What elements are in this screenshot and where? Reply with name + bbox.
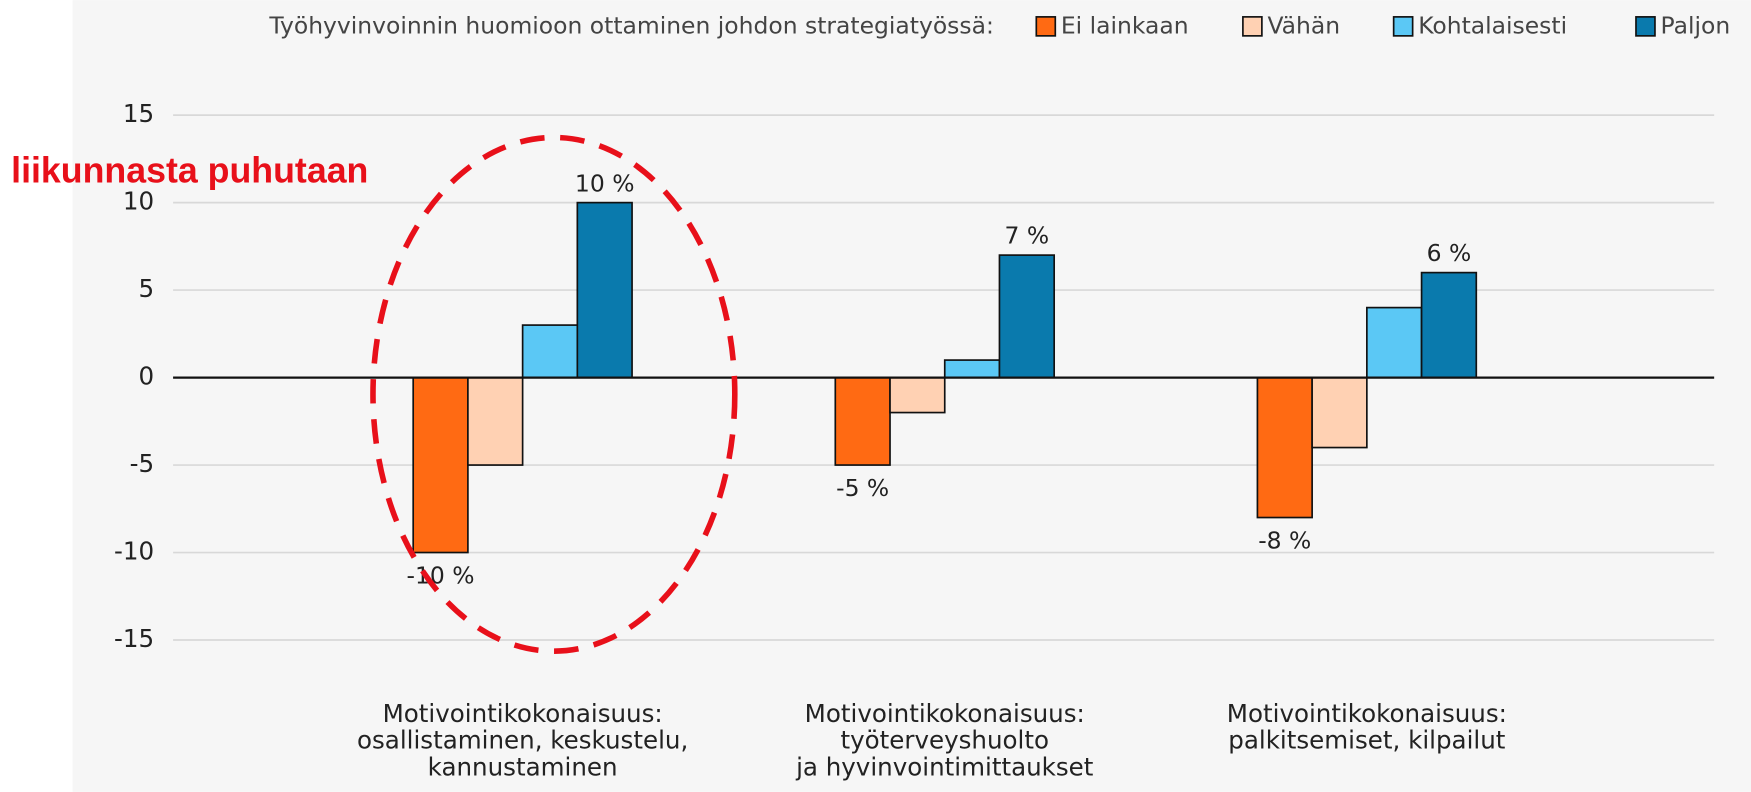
legend-swatch	[1392, 16, 1414, 37]
y-tick-label: 15	[123, 99, 154, 128]
y-tick-label: -15	[114, 624, 154, 653]
highlight-ellipse	[370, 134, 738, 654]
bar	[1420, 271, 1478, 379]
x-tick-label: Motivointikokonaisuus:	[805, 699, 1085, 728]
bar	[576, 201, 633, 379]
data-label: -10 %	[407, 562, 475, 590]
legend-label: Paljon	[1661, 11, 1731, 39]
data-label: -5 %	[836, 474, 889, 502]
y-tick-label: 0	[138, 362, 154, 391]
x-tick-label: Motivointikokonaisuus:	[383, 699, 663, 728]
legend-label: Ei lainkaan	[1061, 11, 1189, 39]
bar	[834, 376, 891, 466]
legend-label: Vähän	[1267, 11, 1340, 39]
bar	[1311, 376, 1368, 449]
bar	[1256, 376, 1313, 519]
bar	[943, 359, 1001, 379]
x-tick-label: palkitsemiset, kilpailut	[1228, 726, 1506, 755]
x-tick-label: työterveyshuolto	[840, 726, 1049, 755]
y-tick-label: 10	[123, 187, 154, 216]
annotation: liikunnasta puhutaan	[11, 151, 368, 191]
legend-swatch	[1242, 16, 1263, 37]
legend-title: Työhyvinvoinnin huomioon ottaminen johdo…	[268, 11, 994, 39]
legend-swatch	[1635, 16, 1656, 37]
x-tick-label: osallistaminen, keskustelu,	[357, 726, 688, 755]
bar	[467, 376, 524, 466]
bar	[998, 254, 1056, 379]
y-tick-label: 5	[138, 274, 154, 303]
bar	[412, 376, 469, 554]
x-tick-label: Motivointikokonaisuus:	[1227, 699, 1507, 728]
bar	[521, 324, 579, 379]
x-tick-label: ja hyvinvointimittaukset	[795, 752, 1094, 781]
legend-label: Kohtalaisesti	[1418, 11, 1567, 39]
y-tick-label: -10	[114, 537, 154, 566]
x-tick-label: kannustaminen	[428, 752, 618, 781]
data-label: 6 %	[1427, 239, 1472, 267]
data-label: 10 %	[575, 169, 635, 197]
y-tick-label: -5	[130, 449, 154, 478]
bar	[889, 376, 946, 414]
bar	[1366, 306, 1423, 379]
data-label: -8 %	[1258, 527, 1311, 555]
legend-swatch	[1035, 16, 1057, 37]
data-label: 7 %	[1004, 222, 1049, 250]
